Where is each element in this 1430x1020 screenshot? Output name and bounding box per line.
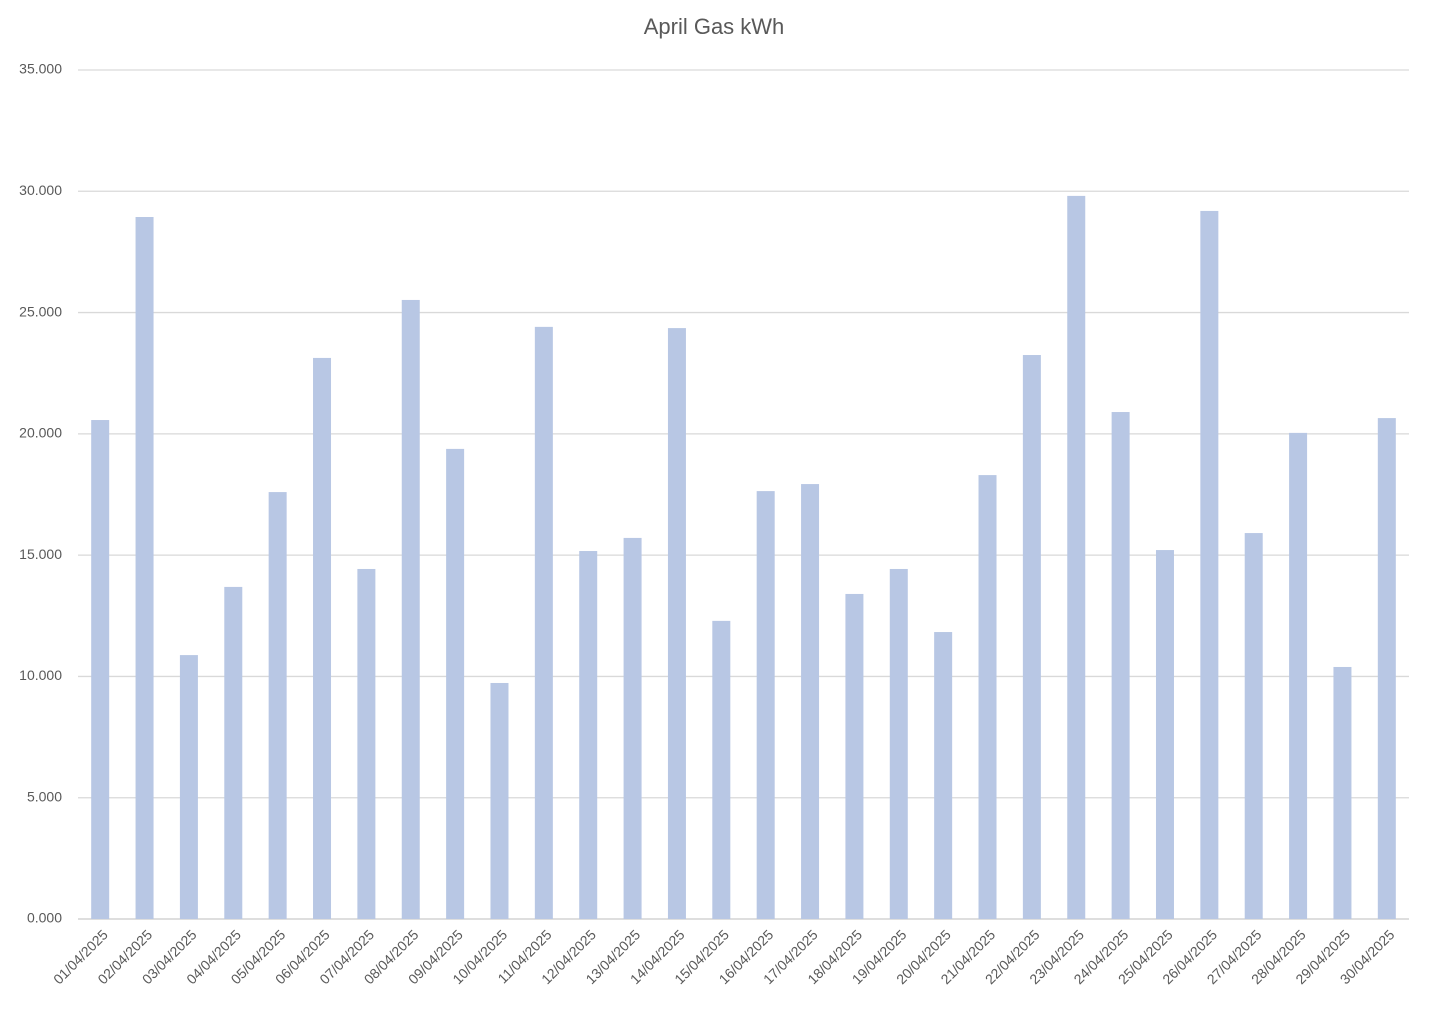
bar [756,491,775,919]
y-tick-label: 5.000 [27,788,62,804]
bar [1067,195,1086,919]
bar [1333,666,1352,919]
bar [667,328,686,919]
bar [1022,355,1041,919]
y-tick-label: 30.000 [19,182,62,198]
y-tick-label: 25.000 [19,303,62,319]
bar [490,682,509,919]
bar [446,448,465,919]
bar [845,593,864,919]
bar [934,632,953,919]
y-tick-label: 0.000 [27,910,62,926]
bar [1200,210,1219,919]
chart-title: April Gas kWh [644,14,785,39]
bar [534,326,553,919]
bar [357,568,376,919]
bar [978,475,997,919]
bar [1289,432,1308,919]
bar [889,568,908,919]
bar [401,299,420,919]
bar [1244,533,1263,919]
bar [268,492,287,919]
y-tick-label: 35.000 [19,61,62,77]
bar [1155,550,1174,919]
bar [313,357,332,920]
bar [712,620,731,919]
bar [1111,412,1130,919]
bar [1377,418,1396,919]
bar [224,586,243,919]
y-tick-label: 10.000 [19,667,62,683]
bar [179,655,198,919]
bar [135,216,154,919]
bar [623,537,642,919]
y-tick-label: 15.000 [19,546,62,562]
bar [579,551,598,919]
y-tick-label: 20.000 [19,425,62,441]
bar [801,484,820,919]
bar [91,420,110,919]
